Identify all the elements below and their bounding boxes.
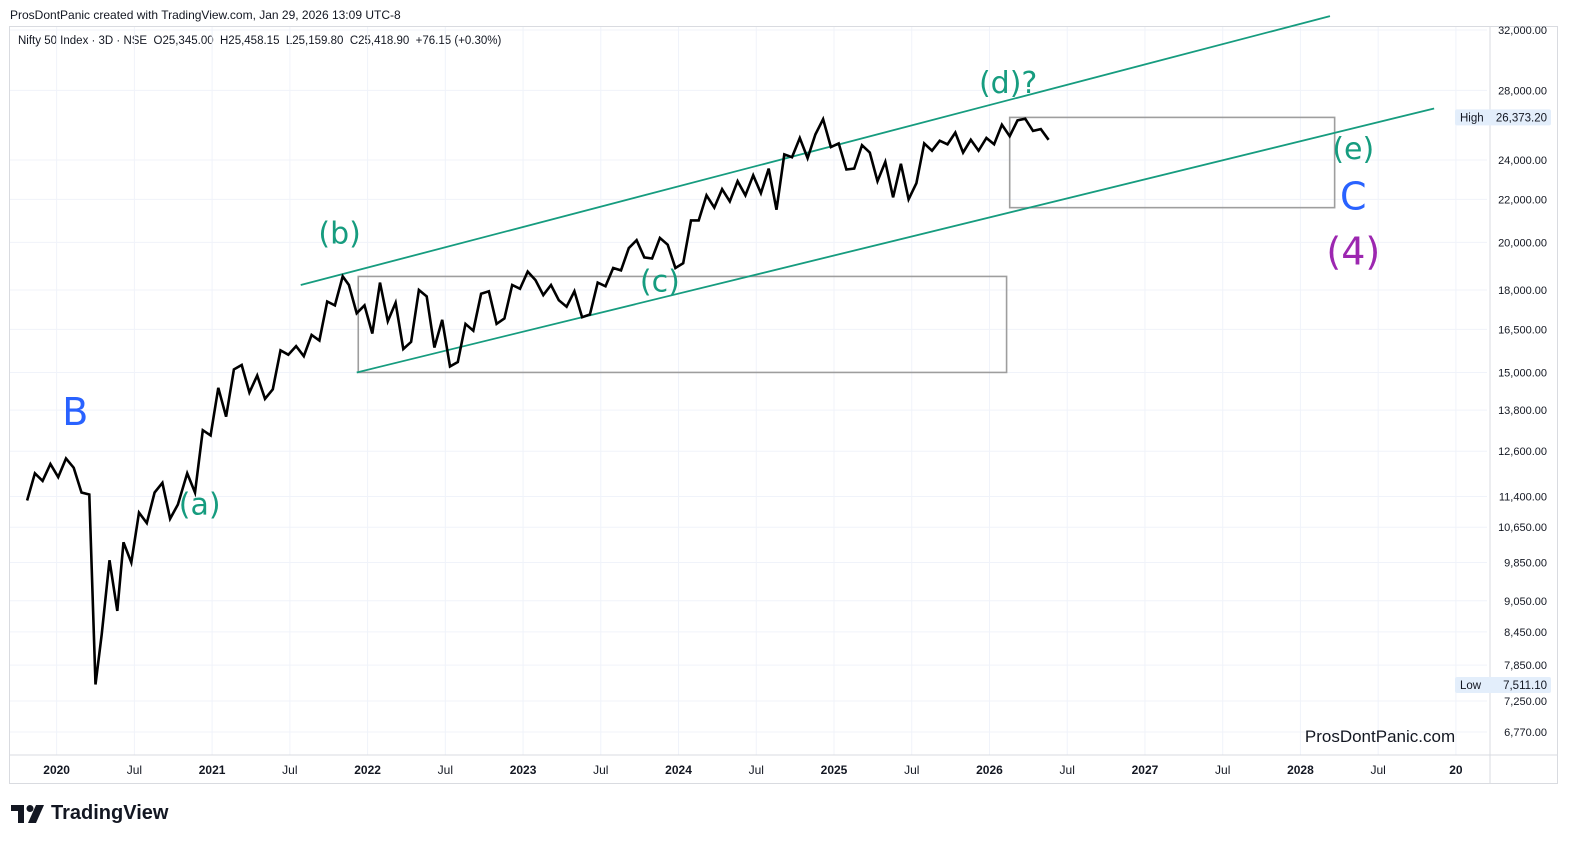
marker-high-badge: [1455, 109, 1551, 126]
y-axis-tick-label: 24,000.00: [1498, 155, 1547, 167]
ohlc-low: L25,159.80: [285, 35, 344, 47]
tradingview-logo[interactable]: TradingView: [11, 802, 168, 825]
symbol-legend[interactable]: Nifty 50 Index · 3D · NSE O25,345.00 H25…: [18, 35, 501, 47]
range-box-range-de[interactable]: [1008, 116, 1336, 209]
y-axis-tick-label: 9,050.00: [1504, 596, 1547, 608]
chart-attribution: ProsDontPanic created with TradingView.c…: [10, 8, 401, 22]
x-axis-tick-label: Jul: [593, 763, 608, 777]
x-axis-tick-label: 2021: [199, 763, 226, 777]
marker-high-label: High: [1460, 112, 1484, 124]
y-axis-tick-label: 13,800.00: [1498, 405, 1547, 417]
x-axis-tick-label: 2026: [976, 763, 1003, 777]
price-series-line[interactable]: [25, 115, 1050, 685]
x-axis-tick-label: Jul: [1060, 763, 1075, 777]
y-axis-tick-label: 15,000.00: [1498, 367, 1547, 379]
watermark-text: ProsDontPanic.com: [1305, 727, 1455, 746]
y-axis-tick-label: 8,450.00: [1504, 627, 1547, 639]
x-axis-tick-label: 2020: [43, 763, 70, 777]
wave-label: (a): [179, 488, 221, 523]
y-axis-tick-label: 12,600.00: [1498, 446, 1547, 458]
y-axis-tick-label: 9,850.00: [1504, 558, 1547, 570]
tradingview-logo-icon: [11, 804, 44, 823]
channel-line-upper[interactable]: [300, 15, 1331, 286]
y-axis-tick-label: 20,000.00: [1498, 237, 1547, 249]
y-axis-tick-label: 7,250.00: [1504, 696, 1547, 708]
y-axis-tick-label: 7,850.00: [1504, 660, 1547, 672]
x-axis-tick-label: 2024: [665, 763, 692, 777]
y-axis-tick-label: 32,000.00: [1498, 25, 1547, 37]
symbol-name[interactable]: Nifty 50 Index · 3D · NSE: [18, 35, 148, 47]
y-axis-tick-label: 11,400.00: [1499, 491, 1547, 503]
wave-label: C: [1340, 175, 1367, 219]
marker-high-value: 26,373.20: [1496, 112, 1547, 124]
x-axis-tick-label: 2023: [510, 763, 537, 777]
x-axis-tick-label: Jul: [127, 763, 142, 777]
y-axis-tick-label: 28,000.00: [1498, 85, 1547, 97]
x-axis-tick-label: 2022: [354, 763, 381, 777]
x-axis-tick-label: 20: [1449, 763, 1463, 777]
channel-line-lower[interactable]: [356, 107, 1435, 374]
x-axis-tick-label: Jul: [1215, 763, 1230, 777]
x-axis-tick-label: 2027: [1132, 763, 1159, 777]
wave-label: B: [62, 390, 88, 434]
x-axis-tick-label: Jul: [438, 763, 453, 777]
y-axis-tick-label: 16,500.00: [1498, 324, 1547, 336]
y-axis-tick-label: 10,650.00: [1498, 522, 1547, 534]
ohlc-open: O25,345.00: [153, 35, 214, 47]
ohlc-close: C25,418.90: [349, 35, 410, 47]
y-axis-tick-label: 22,000.00: [1498, 194, 1547, 206]
x-axis-tick-label: Jul: [1370, 763, 1385, 777]
x-axis-tick-label: 2028: [1287, 763, 1314, 777]
x-axis-tick-label: Jul: [282, 763, 297, 777]
wave-label: (d)?: [979, 66, 1037, 101]
marker-low-label: Low: [1460, 680, 1482, 692]
marker-low-value: 7,511.10: [1503, 680, 1547, 692]
tradingview-logo-text: TradingView: [51, 802, 169, 824]
chart-frame: [9, 26, 1558, 784]
ohlc-high: H25,458.15: [220, 35, 280, 47]
wave-label: (b): [318, 217, 360, 252]
x-axis-tick-label: 2025: [821, 763, 848, 777]
range-box-range-bc[interactable]: [357, 275, 1008, 374]
x-axis-tick-label: Jul: [904, 763, 919, 777]
y-axis-tick-label: 18,000.00: [1498, 285, 1547, 297]
wave-label: (e): [1332, 132, 1374, 167]
wave-label: (c): [640, 264, 680, 299]
marker-low-badge: [1455, 677, 1551, 694]
y-axis-tick-label: 6,770.00: [1504, 727, 1547, 739]
x-axis-tick-label: Jul: [749, 763, 764, 777]
ohlc-change: +76.15 (+0.30%): [415, 35, 502, 47]
wave-label: (4): [1326, 229, 1380, 273]
